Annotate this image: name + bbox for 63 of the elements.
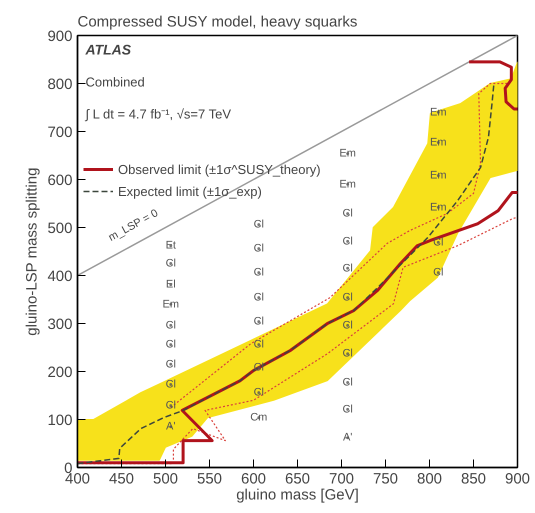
data-label: Cl <box>342 208 353 220</box>
x-tick-label: 700 <box>328 470 354 488</box>
data-label: Cl <box>342 262 353 274</box>
data-label: Cl <box>254 266 264 279</box>
data-label: Cl <box>254 362 264 374</box>
y-tick-label: 600 <box>47 172 73 189</box>
data-label: Cl <box>166 358 176 370</box>
data-label: Em <box>430 136 447 149</box>
annotation: Combined <box>86 74 145 90</box>
line-series <box>468 60 518 110</box>
data-label: Cl <box>433 236 444 248</box>
data-label: A' <box>342 432 352 444</box>
x-tick-label: 550 <box>196 470 222 488</box>
y-tick-label: 200 <box>47 364 73 381</box>
data-label: Cl <box>254 338 264 351</box>
annotation: ATLAS <box>84 42 132 58</box>
annotation: ∫ L dt = 4.7 fb⁻¹, √s=7 TeV <box>84 106 232 122</box>
y-tick-label: 300 <box>47 316 73 333</box>
x-tick-label: 600 <box>240 470 266 488</box>
data-label: Cl <box>254 242 264 255</box>
data-label: El <box>166 278 176 291</box>
x-tick-label: 850 <box>460 470 486 488</box>
data-label: Cl <box>254 292 264 304</box>
y-tick-label: 900 <box>47 28 73 45</box>
y-tick-label: 800 <box>47 76 73 93</box>
data-label: Em <box>162 298 180 310</box>
data-label: Cl <box>254 218 264 231</box>
legend-label: Expected limit (±1σ_exp) <box>118 184 262 198</box>
data-label: Em <box>339 178 356 190</box>
data-label: Cl <box>166 338 176 351</box>
data-label: Cl <box>166 319 176 332</box>
data-label: Em <box>430 201 447 214</box>
data-label: Em <box>339 148 356 160</box>
data-label: Cm <box>250 412 268 424</box>
data-label: Cl <box>342 235 353 248</box>
y-tick-label: 500 <box>47 220 73 237</box>
chart-title: Compressed SUSY model, heavy squarks <box>78 14 358 30</box>
x-tick-label: 450 <box>108 470 134 488</box>
y-axis-title: gluino-LSP mass splitting <box>23 168 40 336</box>
data-label: Cl <box>342 376 353 389</box>
x-tick-label: 750 <box>372 470 398 488</box>
data-label: Cl <box>342 292 353 304</box>
legend-label: Observed limit (±1σ^SUSY_theory) <box>118 162 321 176</box>
data-label: Cl <box>166 258 176 270</box>
data-label: Em <box>430 170 447 182</box>
x-axis-title: gluino mass [GeV] <box>236 486 359 504</box>
data-label: Cl <box>342 319 353 332</box>
data-label: Cl <box>166 400 176 412</box>
y-tick-label: 100 <box>47 412 73 429</box>
y-tick-label: 400 <box>47 268 73 285</box>
data-label: A' <box>166 420 176 433</box>
data-label: Et <box>166 240 176 252</box>
data-label: Em <box>430 106 447 118</box>
x-tick-label: 500 <box>152 470 178 488</box>
x-tick-label: 900 <box>504 470 530 488</box>
x-tick-label: 800 <box>416 470 442 488</box>
data-label: Cl <box>254 386 264 399</box>
data-label: Cl <box>342 348 353 360</box>
x-tick-label: 650 <box>284 470 310 488</box>
y-tick-label: 700 <box>47 124 73 141</box>
data-label: Cl <box>166 378 176 390</box>
data-label: Cl <box>254 316 264 328</box>
data-label: Cl <box>342 403 353 416</box>
